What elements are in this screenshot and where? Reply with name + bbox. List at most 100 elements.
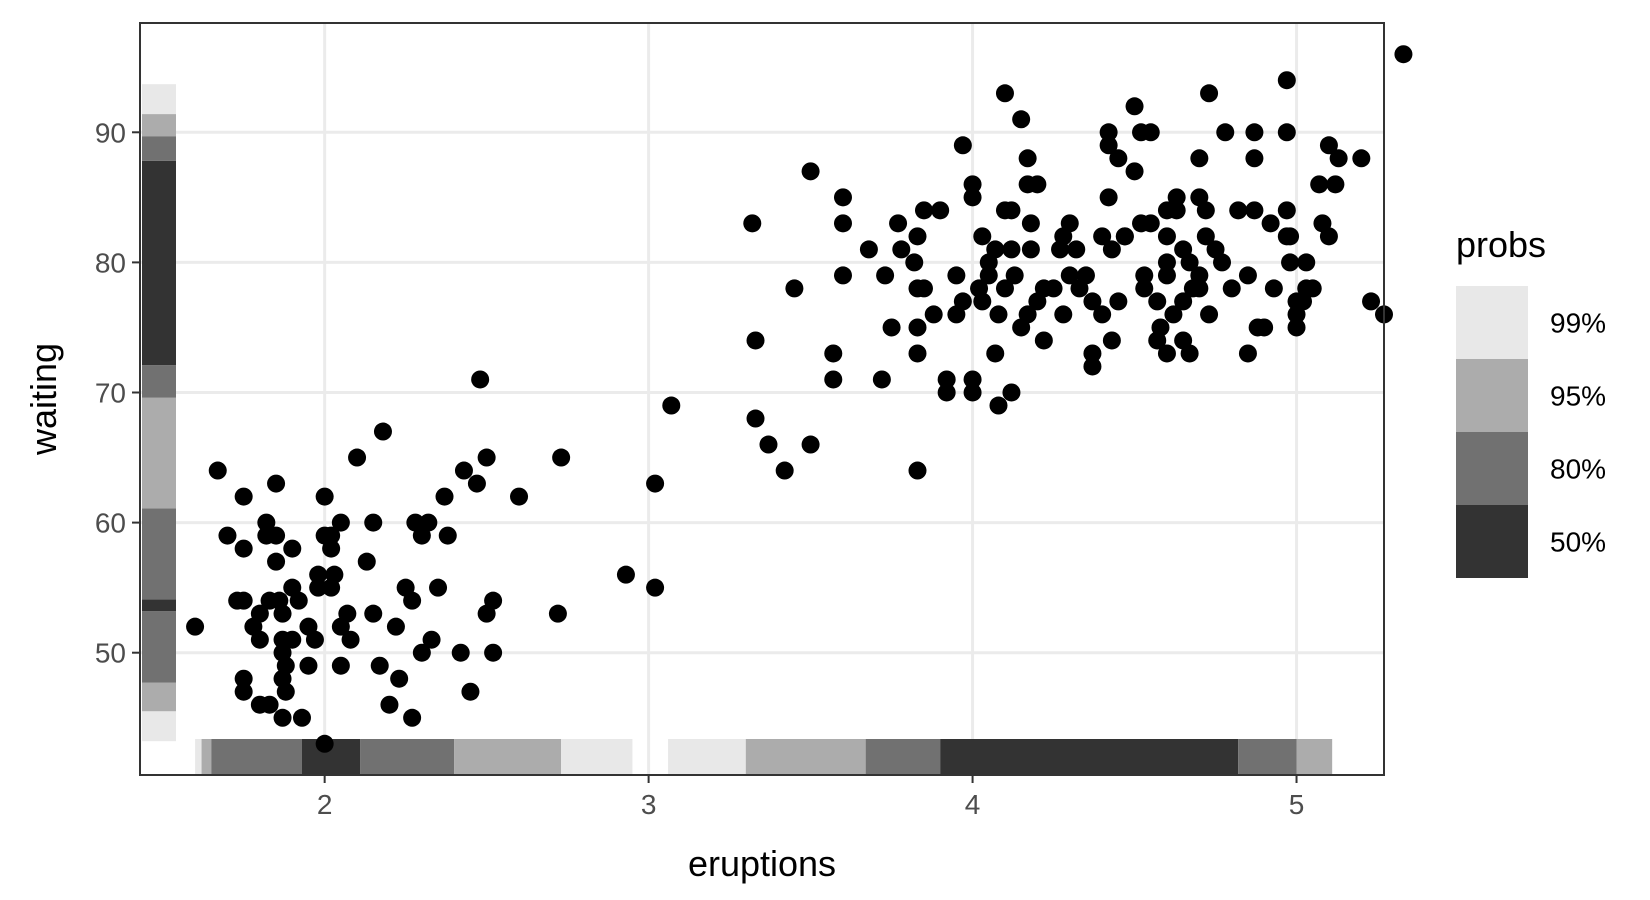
data-point [905, 253, 924, 272]
data-point [1167, 201, 1186, 220]
data-point [872, 370, 891, 389]
data-point [234, 591, 253, 610]
data-point [947, 266, 966, 285]
data-point [292, 708, 311, 727]
legend-key [1456, 505, 1528, 578]
data-point [986, 240, 1005, 259]
data-point [1190, 266, 1209, 285]
data-point [892, 240, 911, 259]
data-point [341, 630, 360, 649]
data-point [1190, 149, 1209, 168]
data-point [1028, 175, 1047, 194]
data-point [435, 487, 454, 506]
data-point [979, 266, 998, 285]
legend-key [1456, 286, 1528, 359]
y-axis-title: waiting [23, 343, 64, 456]
data-point [1277, 123, 1296, 142]
data-point [299, 656, 318, 675]
data-point [937, 383, 956, 402]
data-point [422, 630, 441, 649]
data-point [1200, 84, 1219, 103]
data-point [973, 227, 992, 246]
y-tick-label: 70 [95, 377, 126, 408]
data-point [953, 136, 972, 155]
data-point [1093, 227, 1112, 246]
data-point [1109, 149, 1128, 168]
data-point [1216, 123, 1235, 142]
data-point [1076, 266, 1095, 285]
data-point [1303, 279, 1322, 298]
data-point [273, 708, 292, 727]
y-marginal-band [142, 682, 176, 712]
data-point [305, 630, 324, 649]
y-tick-label: 50 [95, 638, 126, 669]
x-marginal-band [865, 739, 941, 775]
data-point [1018, 149, 1037, 168]
x-marginal-band [745, 739, 866, 775]
data-point [325, 565, 344, 584]
data-point [1083, 344, 1102, 363]
data-point [1141, 214, 1160, 233]
data-point [1099, 136, 1118, 155]
data-point [1135, 266, 1154, 285]
data-point [315, 487, 334, 506]
legend-title: probs [1456, 224, 1546, 265]
plot-panel-border [139, 22, 1385, 776]
data-point [1099, 123, 1118, 142]
data-point [315, 734, 334, 753]
data-point [1060, 214, 1079, 233]
data-point [250, 630, 269, 649]
data-point [937, 370, 956, 389]
data-point [1005, 266, 1024, 285]
data-point [208, 461, 227, 480]
y-marginal-band [142, 114, 176, 137]
data-point [1277, 71, 1296, 90]
data-point [1083, 292, 1102, 311]
x-marginal-band [1296, 739, 1333, 775]
data-point [373, 422, 392, 441]
data-point [963, 188, 982, 207]
data-point [1229, 201, 1248, 220]
legend-label: 50% [1550, 527, 1606, 558]
y-marginal-band [142, 397, 176, 509]
data-point [953, 292, 972, 311]
data-point [1093, 305, 1112, 324]
data-point [364, 513, 383, 532]
data-point [419, 513, 438, 532]
data-point [322, 539, 341, 558]
y-marginal-band [142, 599, 176, 612]
data-point [746, 409, 765, 428]
x-marginal-band [211, 739, 302, 775]
data-point [1281, 227, 1300, 246]
data-point [370, 656, 389, 675]
data-point [1067, 240, 1086, 259]
data-point [1310, 175, 1329, 194]
x-marginal-band [454, 739, 562, 775]
data-point [1083, 357, 1102, 376]
data-point [1157, 227, 1176, 246]
data-point [510, 487, 529, 506]
data-point [429, 578, 448, 597]
data-point [746, 331, 765, 350]
data-point [833, 214, 852, 233]
data-point [1002, 240, 1021, 259]
data-point [1352, 149, 1371, 168]
data-point [1018, 305, 1037, 324]
data-point [1115, 227, 1134, 246]
y-marginal-band [142, 365, 176, 398]
data-point [833, 266, 852, 285]
data-point [1297, 253, 1316, 272]
data-point [1167, 188, 1186, 207]
data-point [646, 578, 665, 597]
data-point [1213, 253, 1232, 272]
data-point [931, 201, 950, 220]
data-point [662, 396, 681, 415]
data-point [276, 682, 295, 701]
data-point [1180, 253, 1199, 272]
data-point [1125, 162, 1144, 181]
data-point [451, 643, 470, 662]
data-point [548, 604, 567, 623]
data-point [471, 370, 490, 389]
data-point [331, 656, 350, 675]
data-point [484, 591, 503, 610]
